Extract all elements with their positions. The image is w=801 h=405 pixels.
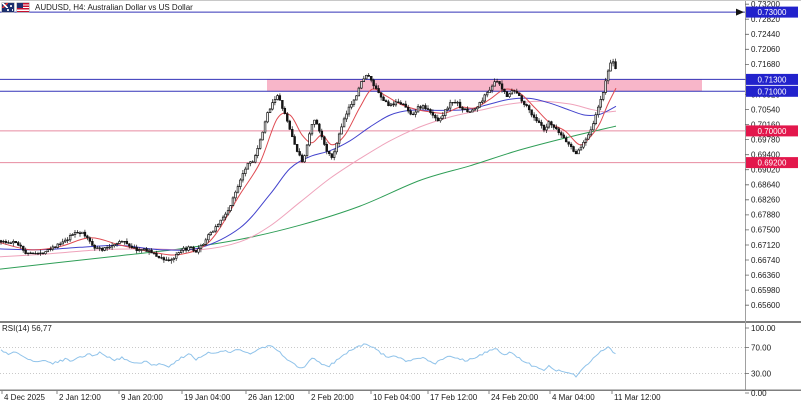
time-tick-label: 19 Jan 04:00 [184, 393, 231, 402]
level-price-box-0.69200[interactable]: 0.69200 [746, 157, 798, 169]
time-tick-label: 17 Feb 12:00 [430, 393, 478, 402]
price-tick-label: 0.67500 [751, 226, 780, 235]
time-tick-label: 11 Mar 12:00 [614, 393, 661, 402]
price-arrow-marker[interactable] [736, 8, 744, 16]
rsi-scale-label: 30.00 [751, 369, 772, 378]
ma-mid-blue-line [0, 97, 617, 251]
price-tick-label: 0.66740 [751, 256, 780, 265]
bearish-candle-bodies [0, 61, 617, 262]
price-tick-label: 0.70160 [751, 120, 780, 129]
level-price-box-0.73000[interactable]: 0.73000 [746, 6, 798, 18]
rsi-scale-label: 0.00 [751, 389, 767, 398]
price-tick-label: 0.69780 [751, 135, 780, 144]
bullish-candle-bodies [2, 61, 615, 262]
price-tick-label: 0.68260 [751, 196, 780, 205]
price-tick-label: 0.67120 [751, 241, 780, 250]
price-tick-label: 0.73200 [751, 1, 780, 9]
level-price-box-0.71300[interactable]: 0.71300 [746, 73, 798, 85]
time-tick-label: 10 Feb 04:00 [373, 393, 421, 402]
time-tick-label: 24 Feb 20:00 [491, 393, 539, 402]
price-tick-label: 0.72820 [751, 15, 780, 24]
supply-zone-rectangle[interactable] [267, 79, 702, 92]
price-tick-label: 0.66360 [751, 271, 780, 280]
price-tick-label: 0.68640 [751, 181, 780, 190]
rsi-scale[interactable]: 100.00 70.00 30.00 0.00 [745, 324, 776, 398]
ma-long-green-line [0, 125, 617, 270]
price-tick-label: 0.69020 [751, 166, 780, 175]
price-tick-label: 0.71680 [751, 60, 780, 69]
time-tick-label: 26 Jan 12:00 [248, 393, 295, 402]
chart-title: AUDUSD, H4: Australian Dollar vs US Doll… [35, 3, 193, 12]
price-tick-label: 0.70540 [751, 105, 780, 114]
time-tick-label: 2 Feb 20:00 [311, 393, 354, 402]
level-price-box-0.70000[interactable]: 0.70000 [746, 125, 798, 137]
price-tick-marks [745, 3, 749, 306]
axis-separator [0, 389, 801, 391]
level-price-label: 0.69200 [758, 159, 787, 168]
pane-separator[interactable] [0, 321, 801, 323]
level-price-label: 0.71300 [758, 75, 787, 84]
usd-flag-icon [17, 3, 29, 12]
rsi-indicator-pane [0, 343, 745, 378]
price-tick-label: 0.72440 [751, 30, 780, 39]
rsi-scale-label: 100.00 [751, 324, 776, 333]
price-tick-label: 0.69400 [751, 151, 780, 160]
rsi-scale-label: 70.00 [751, 343, 772, 352]
level-price-label: 0.73000 [758, 8, 787, 17]
time-axis[interactable]: 4 Dec 2025 2 Jan 12:00 9 Jan 20:00 19 Jan 0… [1, 391, 661, 402]
time-tick-marks [1, 391, 613, 394]
aud-flag-icon [2, 3, 14, 12]
price-tick-label: 0.65980 [751, 286, 780, 295]
rsi-line [0, 343, 616, 378]
level-price-label: 0.71000 [758, 87, 787, 96]
rsi-indicator-label: RSI(14) 56,77 [2, 324, 52, 333]
time-tick-label: 4 Dec 2025 [4, 393, 45, 402]
time-tick-label: 4 Mar 04:00 [552, 393, 595, 402]
price-tick-label: 0.72060 [751, 45, 780, 54]
price-tick-label: 0.67880 [751, 211, 780, 220]
time-tick-label: 2 Jan 12:00 [59, 393, 101, 402]
price-tick-label: 0.65600 [751, 301, 780, 310]
level-price-label: 0.70000 [758, 127, 787, 136]
rsi-tick-marks [745, 327, 749, 394]
price-scale[interactable]: 0.732000.728200.724400.720600.716800.713… [745, 1, 780, 310]
chart-header: AUDUSD, H4: Australian Dollar vs US Doll… [2, 3, 193, 12]
main-price-pane [0, 8, 745, 270]
time-tick-label: 9 Jan 20:00 [121, 393, 163, 402]
level-price-box-0.71000[interactable]: 0.71000 [746, 85, 798, 97]
candlestick-series [0, 58, 617, 264]
